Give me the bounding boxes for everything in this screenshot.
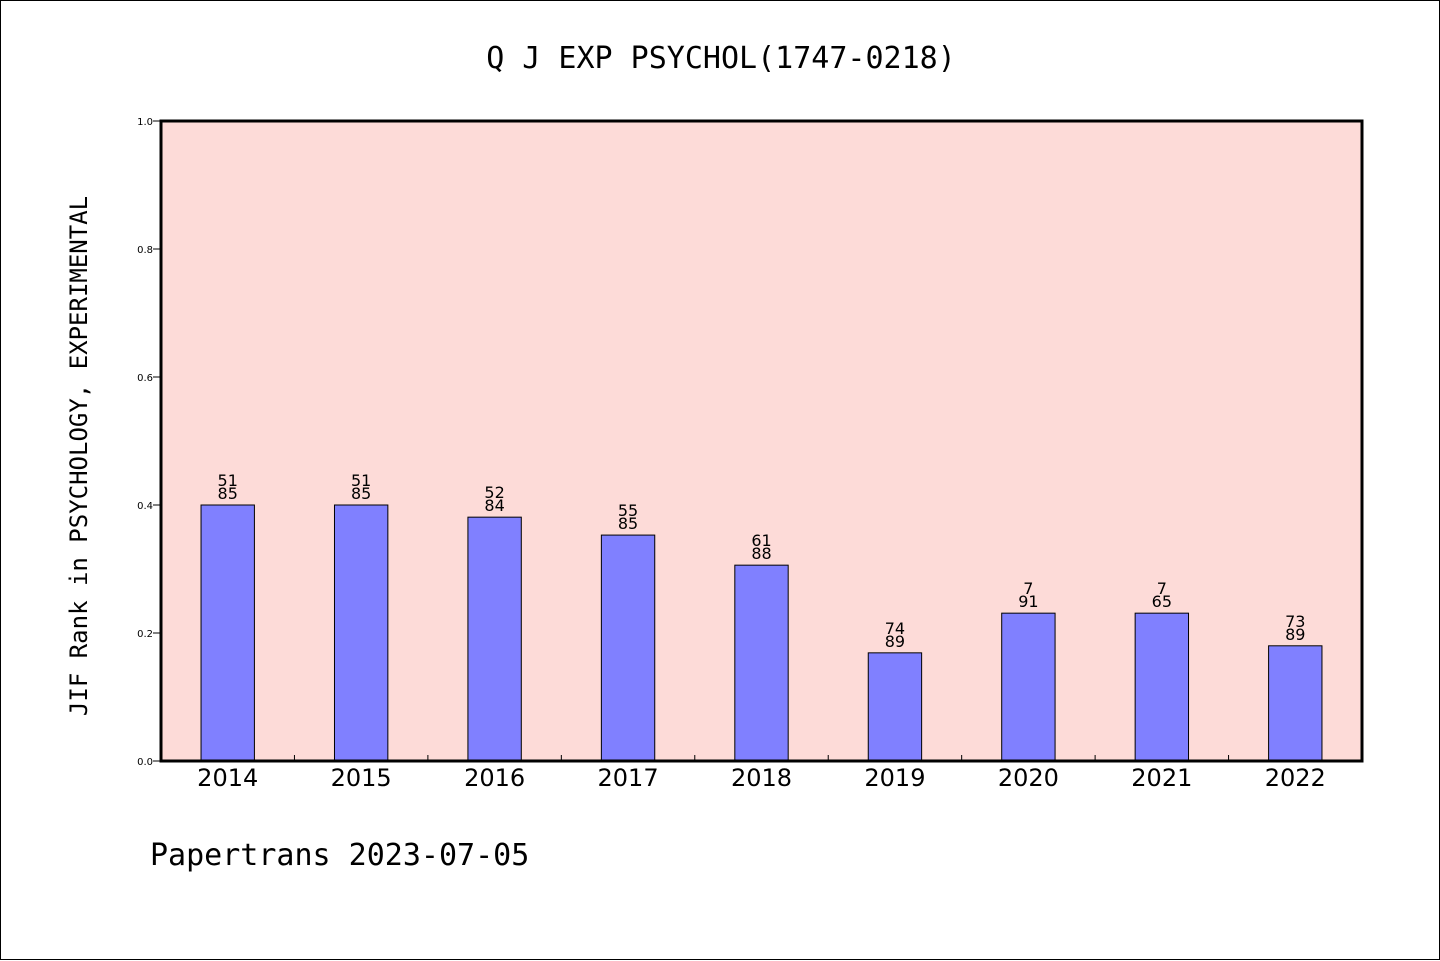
x-tick-label: 2016 (464, 764, 525, 792)
x-axis: 2014 2015 2016 2017 2018 2019 2020 2021 2022 (197, 755, 1326, 792)
bar-rank-label: 52 (484, 483, 504, 502)
x-tick-label: 2015 (331, 764, 392, 792)
x-tick-label: 2021 (1131, 764, 1192, 792)
bar (333, 504, 389, 762)
bar (867, 652, 923, 762)
y-axis: 0.0 0.2 0.4 0.6 0.8 1.0 (137, 117, 161, 768)
bar-total-label: 85 (218, 484, 238, 503)
x-tick-label: 2014 (197, 764, 258, 792)
bar-rank-label: 55 (618, 501, 638, 520)
bar-total-label: 85 (351, 484, 371, 503)
plot-border (159, 119, 1364, 763)
x-tick-label: 2017 (598, 764, 659, 792)
bar-total-label: 65 (1152, 592, 1172, 611)
bar (734, 564, 789, 762)
bar-total-label: 89 (1285, 625, 1305, 644)
bar-total-label: 89 (885, 632, 905, 651)
bar (1268, 645, 1323, 762)
bar-rank-label: 7 (1157, 579, 1167, 598)
y-tick-label: 0.2 (137, 629, 153, 640)
bar-total-label: 88 (751, 544, 771, 563)
y-tick-label: 1.0 (137, 117, 153, 128)
bar (200, 504, 255, 762)
bar (1001, 612, 1056, 762)
bar (600, 534, 656, 762)
bar-rank-label: 73 (1285, 612, 1305, 631)
y-tick-label: 0.4 (137, 501, 153, 512)
y-axis-label: JIF Rank in PSYCHOLOGY, EXPERIMENTAL (65, 196, 93, 716)
bar-rank-label: 7 (1023, 579, 1033, 598)
footer-text: Papertrans 2023-07-05 (150, 838, 529, 873)
bar-total-label: 91 (1018, 592, 1038, 611)
bar-total-label: 85 (618, 514, 638, 533)
y-tick-label: 0.8 (137, 245, 153, 256)
bar (467, 516, 522, 762)
x-tick-label: 2022 (1265, 764, 1326, 792)
bar-rank-label: 61 (751, 531, 771, 550)
bar-rank-label: 51 (351, 471, 371, 490)
x-tick-label: 2018 (731, 764, 792, 792)
chart-title: Q J EXP PSYCHOL(1747-0218) (486, 41, 956, 76)
y-tick-label: 0.6 (137, 373, 153, 384)
x-tick-label: 2020 (998, 764, 1059, 792)
bar-rank-label: 51 (218, 471, 238, 490)
bar-rank-label: 74 (885, 619, 905, 638)
x-tick-label: 2019 (864, 764, 925, 792)
y-tick-label: 0.0 (137, 757, 153, 768)
bar (1134, 612, 1190, 762)
bar-total-label: 84 (484, 496, 504, 515)
